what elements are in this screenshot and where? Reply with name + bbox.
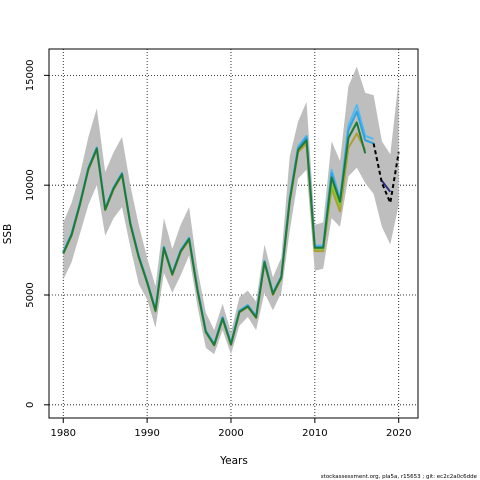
x-tick-label: 2000 (218, 428, 243, 439)
x-axis-title: Years (219, 455, 248, 467)
series-line (62, 121, 367, 347)
series-lines (62, 104, 400, 347)
y-axis-title: SSB (2, 224, 14, 245)
y-tick-label: 0 (25, 402, 36, 408)
y-tick-label: 15000 (25, 59, 36, 91)
x-axis: 1980 1990 2000 2010 2020 (51, 418, 411, 439)
series-line (381, 180, 392, 193)
footnote: stockassessment.org, pla5a, r15653 ; git… (321, 474, 478, 480)
x-tick-label: 2020 (386, 428, 411, 439)
y-tick-label: 5000 (25, 282, 36, 307)
series-line (372, 143, 400, 204)
x-tick-label: 1980 (51, 428, 76, 439)
x-tick-label: 2010 (302, 428, 327, 439)
y-axis: 0 5000 10000 15000 (25, 59, 49, 408)
y-tick-label: 10000 (25, 169, 36, 201)
x-tick-label: 1990 (134, 428, 159, 439)
plot-frame (48, 48, 419, 419)
